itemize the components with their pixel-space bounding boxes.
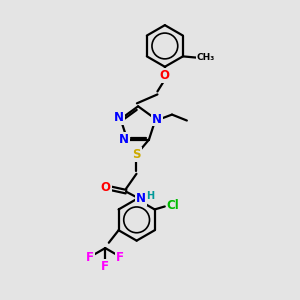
Text: F: F [101, 260, 109, 273]
Text: N: N [114, 111, 124, 124]
Text: N: N [152, 112, 162, 125]
Text: F: F [116, 251, 124, 264]
Text: S: S [132, 148, 141, 161]
Text: CH₃: CH₃ [196, 53, 215, 62]
Text: O: O [101, 181, 111, 194]
Text: O: O [160, 69, 170, 82]
Text: N: N [119, 133, 129, 146]
Text: Cl: Cl [167, 200, 179, 212]
Text: H: H [146, 191, 154, 201]
Text: F: F [86, 251, 94, 264]
Text: N: N [136, 192, 146, 205]
